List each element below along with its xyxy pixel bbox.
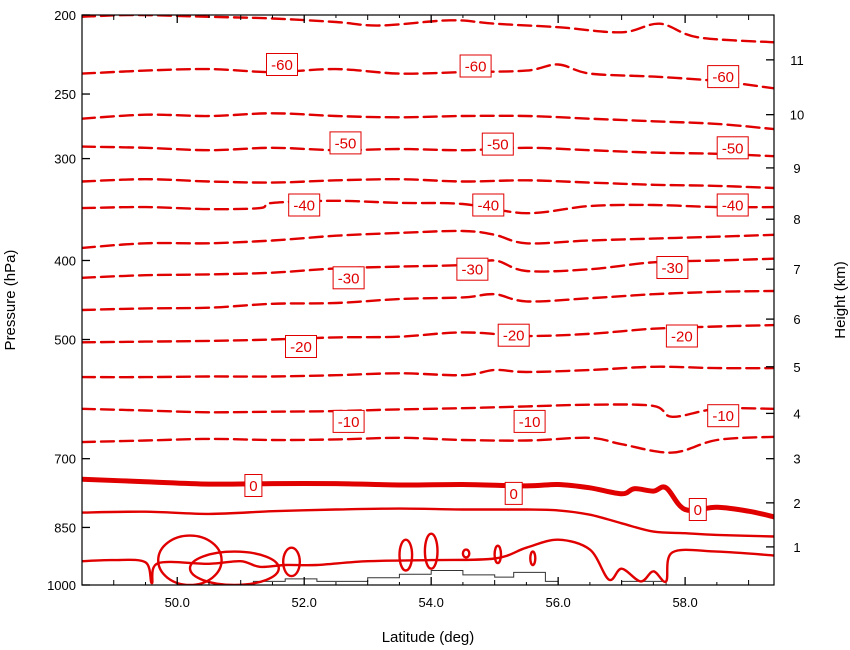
pressure-tick-label: 300 [54,152,76,167]
contour-label-box [665,324,698,348]
right-axis-title: Height (km) [832,261,849,339]
contour-label: -50 [487,137,509,154]
contour-label-box [707,404,740,428]
height-tick-label: 3 [793,452,800,467]
contour-layer [82,15,774,585]
contour-line [82,507,774,538]
contour-label-box [716,193,749,217]
contour-line [82,112,774,131]
x-tick-label: 58.0 [672,595,697,610]
pressure-tick-label: 400 [54,253,76,268]
contour-label-box [707,65,740,89]
contour-label-box [472,193,505,217]
contour-label-box [504,481,523,505]
contour-label-box [285,335,317,358]
contour-label: -60 [712,69,734,86]
contour-line [82,365,774,379]
closed-contour [493,544,503,565]
plot-frame [81,14,775,586]
contour-line [82,538,774,585]
contour-label: 0 [694,502,702,519]
height-tick-label: 9 [793,161,800,176]
contour-label: -50 [722,140,744,157]
x-tick-label: 54.0 [419,595,444,610]
closed-contour [282,546,302,578]
contour-line [82,289,774,312]
height-tick-label: 7 [793,262,800,277]
height-tick-label: 6 [793,312,800,327]
contour-label: -30 [662,260,684,277]
contour-label-box [481,132,514,156]
contour-label-box [329,131,362,155]
contour-label-box [288,193,321,217]
contour-label-box [266,53,298,76]
height-tick-label: 4 [793,406,800,421]
contour-label: -60 [465,59,487,76]
contour-label: -60 [271,57,293,74]
contour-line [82,435,774,454]
contour-label: 0 [510,486,518,503]
contour-label-box [459,54,492,78]
contour-label-box [456,257,489,281]
closed-contour [529,550,537,567]
contour-label: -10 [519,414,541,431]
x-tick-label: 56.0 [545,595,570,610]
contour-label: -50 [335,135,357,152]
contour-line [82,177,774,190]
contour-line [82,323,774,344]
contour-label-box [513,409,546,433]
contour-label-box [656,256,689,279]
contour-label-box [497,323,530,347]
contour-label: 0 [249,478,257,495]
contour-label: -20 [671,329,693,346]
contour-label: -30 [462,262,484,279]
contour-label: -20 [503,328,525,345]
contour-label: -40 [722,198,744,215]
contour-label-layer: -60 -60 -60 -50 -50 -50 -40 -40 -40 -30 -30 -30 -20 -… [244,53,749,521]
x-tick-label: 52.0 [292,595,317,610]
contour-label-box [716,136,749,160]
x-tick-label: 50.0 [165,595,190,610]
height-tick-label: 1 [793,540,800,555]
contour-label: -10 [338,414,360,431]
height-tick-label: 2 [793,496,800,511]
contour-label-box [332,266,365,290]
contour-label-box [244,474,263,497]
contour-label: -40 [293,198,315,215]
contour-label: -20 [290,339,312,356]
pressure-tick-label: 500 [54,333,76,348]
contour-label: -30 [338,270,360,287]
contour-line [82,145,774,158]
contour-label: -40 [477,198,499,215]
contour-label: -10 [712,408,734,425]
height-tick-label: 10 [790,108,804,123]
pressure-tick-label: 850 [54,520,76,535]
closed-contour [423,532,439,570]
x-axis-title: Latitude (deg) [382,629,475,646]
left-axis-title: Pressure (hPa) [2,250,19,351]
pressure-tick-label: 700 [54,452,76,467]
height-tick-label: 11 [790,53,804,68]
height-tick-label: 5 [793,360,800,375]
contour-line [82,476,774,520]
height-tick-label: 8 [793,212,800,227]
closed-contour [461,548,471,559]
closed-contour [398,538,414,572]
pressure-tick-label: 200 [54,8,76,23]
axis-layer: 50.0 52.0 54.0 56.0 58.020025030040050070085… [47,8,804,610]
plot-background [82,15,774,585]
pressure-tick-label: 1000 [47,578,76,593]
contour-label-box [332,409,365,433]
contour-line [82,403,774,419]
contour-line [82,229,774,250]
pressure-tick-label: 250 [54,87,76,102]
contour-line [82,199,774,215]
contour-label-box [688,498,707,521]
